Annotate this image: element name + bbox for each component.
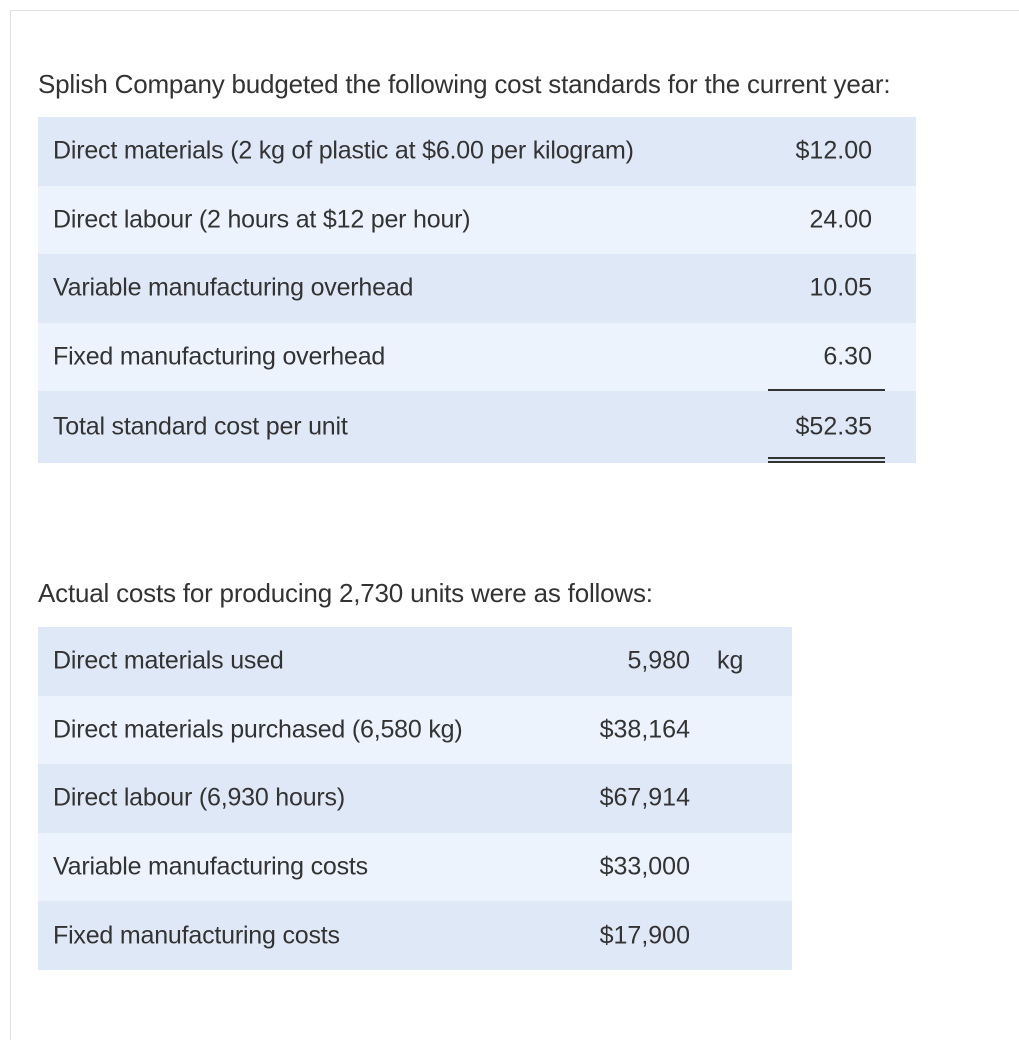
row-amount: 24.00 bbox=[809, 205, 872, 234]
subtotal-rule bbox=[768, 389, 885, 392]
row-amount: 6.30 bbox=[823, 342, 872, 371]
table-row: Fixed manufacturing costs $17,900 bbox=[38, 901, 792, 970]
row-label: Variable manufacturing costs bbox=[53, 852, 368, 881]
row-amount: $52.35 bbox=[795, 412, 872, 441]
row-amount: 10.05 bbox=[809, 273, 872, 302]
row-amount: $12.00 bbox=[795, 136, 872, 165]
actual-costs-text: Actual costs for producing 2,730 units w… bbox=[38, 578, 653, 608]
row-label: Direct materials purchased (6,580 kg) bbox=[53, 715, 463, 744]
table-row: Direct materials used 5,980 kg bbox=[38, 627, 792, 696]
row-label: Fixed manufacturing overhead bbox=[53, 342, 386, 371]
standard-cost-table: Direct materials (2 kg of plastic at $6.… bbox=[38, 117, 916, 464]
table-row: Direct labour (2 hours at $12 per hour) … bbox=[38, 185, 916, 255]
row-label: Direct labour (2 hours at $12 per hour) bbox=[53, 205, 471, 234]
row-label: Variable manufacturing overhead bbox=[53, 273, 414, 302]
row-amount: $67,914 bbox=[599, 783, 690, 812]
row-amount: 5,980 bbox=[627, 646, 690, 675]
total-double-rule bbox=[768, 457, 885, 464]
table-row: Direct materials purchased (6,580 kg) $3… bbox=[38, 695, 792, 765]
table-row: Variable manufacturing overhead 10.05 bbox=[38, 254, 916, 323]
intro-text: Splish Company budgeted the following co… bbox=[38, 69, 891, 99]
row-amount: $33,000 bbox=[599, 852, 690, 881]
row-label: Fixed manufacturing costs bbox=[53, 921, 340, 950]
row-label: Direct labour (6,930 hours) bbox=[53, 783, 345, 812]
table-row: Direct labour (6,930 hours) $67,914 bbox=[38, 764, 792, 833]
table-row: Variable manufacturing costs $33,000 bbox=[38, 832, 792, 902]
content-frame bbox=[10, 10, 1019, 1040]
row-label: Total standard cost per unit bbox=[53, 412, 348, 441]
table-row: Fixed manufacturing overhead 6.30 bbox=[38, 322, 916, 392]
actual-cost-table: Direct materials used 5,980 kg Direct ma… bbox=[38, 627, 792, 970]
row-unit: kg bbox=[717, 646, 744, 675]
table-row: Direct materials (2 kg of plastic at $6.… bbox=[38, 117, 916, 186]
row-amount: $38,164 bbox=[599, 715, 690, 744]
total-row: Total standard cost per unit $52.35 bbox=[38, 391, 916, 464]
row-label: Direct materials (2 kg of plastic at $6.… bbox=[53, 136, 634, 165]
row-label: Direct materials used bbox=[53, 646, 284, 675]
row-amount: $17,900 bbox=[599, 921, 690, 950]
